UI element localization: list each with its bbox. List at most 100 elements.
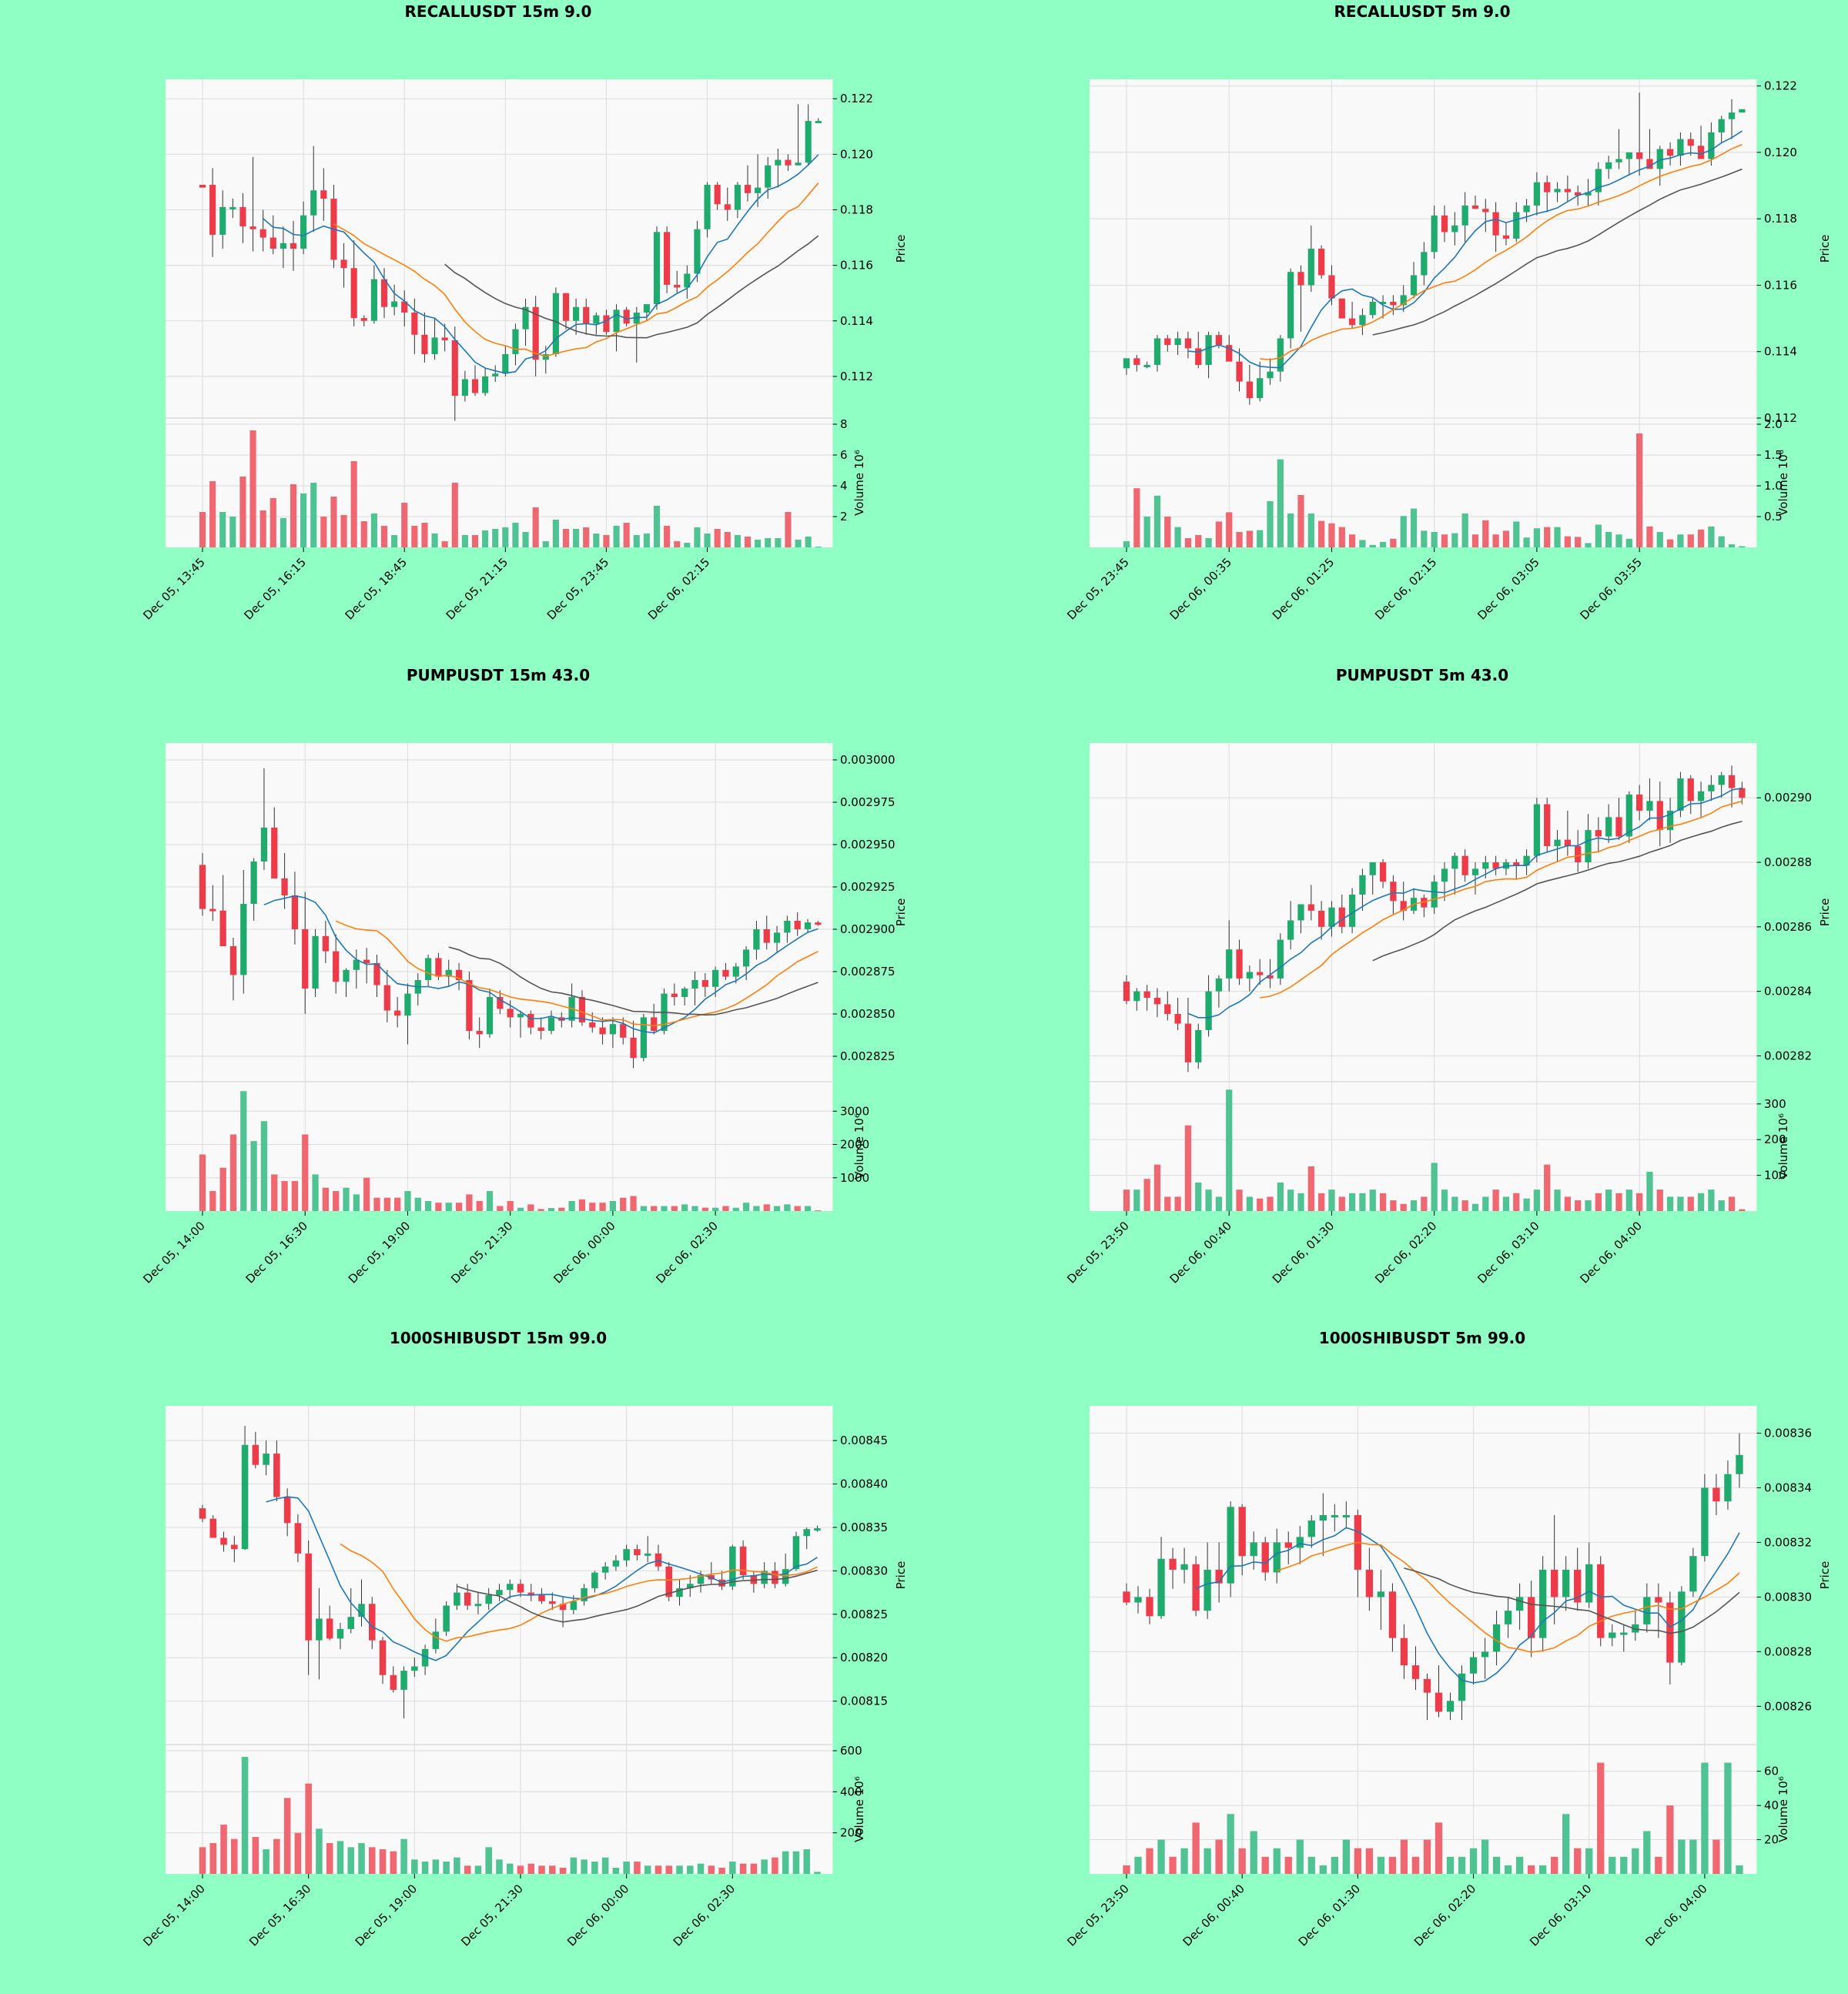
candle-body	[1513, 862, 1520, 866]
volume-bar	[651, 1206, 658, 1211]
candle-body	[1307, 1521, 1315, 1537]
x-tick-label: Dec 06, 00:40	[1180, 1882, 1247, 1949]
volume-tick-label: 6	[840, 448, 848, 462]
candle-body	[451, 340, 458, 396]
candle-body	[1157, 1558, 1165, 1617]
volume-bar	[1388, 1856, 1397, 1874]
x-tick-label: Dec 06, 01:30	[1296, 1882, 1363, 1949]
candle-body	[424, 958, 432, 980]
candle-body	[270, 237, 276, 249]
candle-body	[241, 1444, 249, 1550]
candle-body	[686, 1584, 694, 1588]
candle-body	[1287, 920, 1294, 940]
volume-bar	[1564, 536, 1572, 547]
candle-body	[1736, 1454, 1743, 1474]
candle-body	[664, 232, 671, 285]
candle-body	[353, 959, 360, 970]
volume-bar	[1307, 1166, 1314, 1211]
candle-body	[441, 337, 448, 341]
volume-bar	[432, 1859, 440, 1874]
volume-bar	[1410, 508, 1418, 547]
x-tick-label: Dec 06, 02:30	[654, 1219, 721, 1286]
candle-body	[1481, 1651, 1489, 1658]
chart-title: 1000SHIBUSDT 5m 99.0	[1319, 1329, 1525, 1347]
candle-body	[1421, 898, 1428, 908]
candle-body	[1544, 182, 1551, 192]
volume-bar	[644, 1865, 651, 1874]
candle-body	[1410, 275, 1418, 296]
volume-bar	[270, 498, 276, 547]
volume-bar	[1257, 530, 1264, 547]
candle-body	[1379, 302, 1387, 305]
candle-body	[1461, 855, 1468, 875]
candle-body	[562, 293, 570, 321]
volume-bar	[1446, 1856, 1455, 1874]
volume-bar	[1646, 526, 1653, 547]
candle-body	[744, 185, 752, 193]
volume-bar	[220, 1825, 227, 1874]
candle-body	[1585, 1564, 1593, 1603]
volume-bar	[1143, 1179, 1150, 1211]
y-tick-label: 0.00835	[840, 1521, 888, 1534]
candle-body	[432, 1631, 440, 1649]
x-tick-label: Dec 05, 16:30	[243, 1219, 310, 1286]
candle-body	[814, 1528, 821, 1531]
y-tick-label: 0.00830	[840, 1564, 888, 1577]
x-tick-label: Dec 06, 00:40	[1167, 1219, 1234, 1286]
candle-body	[1205, 991, 1212, 1030]
y-tick-label: 0.120	[840, 147, 873, 161]
volume-bar	[474, 1865, 482, 1874]
candle-body	[496, 1590, 503, 1595]
volume-bar	[373, 1197, 380, 1211]
chart-title: RECALLUSDT 5m 9.0	[1334, 2, 1511, 21]
volume-tick-label: 1.5	[1764, 448, 1783, 462]
candle-body	[792, 1536, 800, 1570]
candle-body	[1307, 904, 1314, 911]
y-tick-label: 0.116	[1764, 278, 1797, 292]
volume-panel-background	[1090, 418, 1756, 547]
candle-body	[336, 1628, 344, 1639]
volume-bar	[333, 1191, 340, 1211]
candle-body	[1215, 1569, 1223, 1584]
candle-body	[1523, 855, 1530, 866]
candle-body	[1605, 162, 1612, 169]
volume-axis-label: Volume 10⁶	[1776, 1776, 1790, 1842]
volume-bar	[623, 1862, 630, 1874]
volume-bar	[674, 541, 681, 547]
volume-bar	[1134, 1856, 1142, 1874]
volume-bar	[640, 1206, 648, 1211]
candle-body	[1297, 904, 1304, 921]
candle-body	[599, 1027, 606, 1035]
candle-body	[1226, 345, 1233, 362]
volume-tick-label: 2000	[840, 1138, 869, 1152]
volume-bar	[1492, 1189, 1499, 1211]
candle-body	[1435, 1692, 1443, 1712]
moving-average-line-14	[1276, 1541, 1740, 1653]
volume-bar	[1317, 1193, 1325, 1211]
candle-body	[229, 946, 237, 975]
volume-bar	[1677, 1196, 1684, 1211]
volume-bar	[1157, 1839, 1165, 1874]
candle-body	[1687, 778, 1694, 801]
moving-average-line-14	[1260, 143, 1743, 361]
x-tick-label: Dec 06, 04:00	[1578, 1219, 1645, 1286]
candle-body	[676, 1588, 683, 1598]
volume-bar	[763, 1204, 770, 1211]
candle-body	[1504, 1611, 1512, 1624]
volume-bar	[1379, 541, 1387, 547]
y-tick-label: 0.00845	[840, 1434, 888, 1447]
candle-body	[1133, 358, 1140, 365]
volume-bar	[761, 1859, 768, 1874]
volume-bar	[711, 1207, 719, 1211]
candle-body	[1180, 1564, 1188, 1570]
volume-bar	[1461, 1200, 1468, 1211]
candle-body	[1678, 1591, 1686, 1663]
volume-bar	[1411, 1856, 1420, 1874]
volume-bar	[343, 1187, 350, 1211]
volume-bar	[240, 1091, 247, 1211]
volume-bar	[379, 1849, 387, 1874]
volume-bar	[1625, 1189, 1632, 1211]
volume-bar	[609, 1201, 617, 1211]
volume-bar	[742, 1203, 750, 1211]
